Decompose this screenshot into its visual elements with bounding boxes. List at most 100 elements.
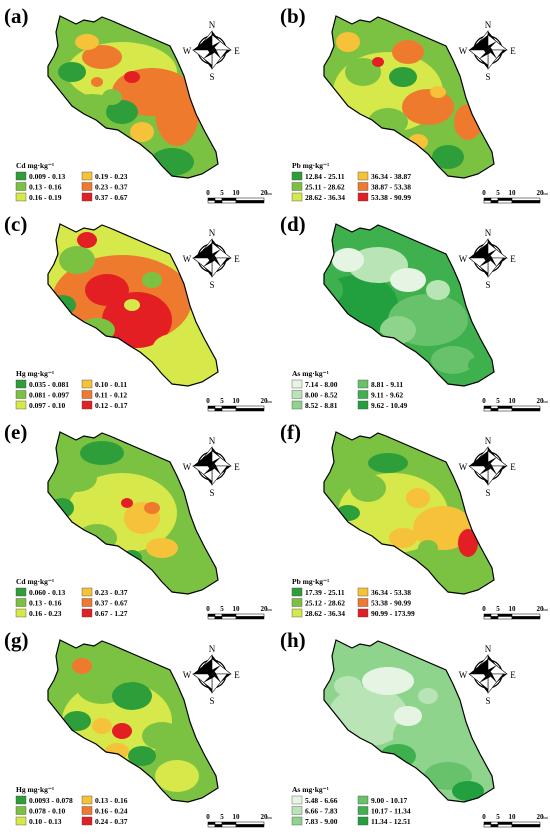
concentration-zone xyxy=(121,498,133,508)
concentration-zone xyxy=(48,295,76,315)
map-panel-b: N S E W Pb mg·kg⁻¹ 12.84 - 25.11 25.11 - 28.62… xyxy=(278,2,548,206)
compass-label-w: W xyxy=(183,46,192,56)
legend-swatch xyxy=(357,608,369,618)
legend-range: 0.67 - 1.27 xyxy=(95,609,128,618)
scale-label: 10 xyxy=(233,189,241,197)
compass-label-e: E xyxy=(510,254,516,264)
scale-bar: 0 5 10 20 km xyxy=(482,189,548,204)
legend-swatch xyxy=(15,171,27,181)
compass-label-w: W xyxy=(459,254,468,264)
legend-range: 11.34 - 12.51 xyxy=(371,817,411,826)
scale-label: 0 xyxy=(482,605,486,613)
legend-item: 0.081 - 0.097 xyxy=(15,390,69,400)
legend-item: 0.16 - 0.19 xyxy=(15,192,62,202)
legend-range: 0.13 - 0.16 xyxy=(29,599,62,608)
concentration-zone xyxy=(413,506,473,550)
compass-rose-icon: N S E W xyxy=(459,228,517,290)
scale-bar: 0 5 10 20 km xyxy=(482,813,548,828)
compass-label-s: S xyxy=(209,696,214,706)
legend-swatch xyxy=(357,182,369,191)
scale-label: 10 xyxy=(509,189,517,197)
legend-item: 0.13 - 0.16 xyxy=(15,182,62,192)
legend-swatch xyxy=(15,400,27,410)
legend-range: 25.12 - 28.62 xyxy=(305,599,345,608)
scale-bar: 0 5 10 20 km xyxy=(206,813,272,828)
concentration-zone xyxy=(122,550,142,566)
legend-range: 9.11 - 9.62 xyxy=(371,391,403,400)
panel-label: (f) xyxy=(280,420,301,444)
concentration-zone xyxy=(130,122,154,142)
legend-swatch xyxy=(291,795,303,805)
legend-item: 90.99 - 173.99 xyxy=(357,608,415,618)
scale-label: 5 xyxy=(496,397,500,405)
scale-label: 10 xyxy=(233,813,241,821)
concentration-zone xyxy=(402,89,454,125)
compass-label-s: S xyxy=(209,280,214,290)
legend-range: 0.24 - 0.37 xyxy=(95,817,128,826)
legend-swatch xyxy=(81,806,93,815)
legend-item: 0.10 - 0.11 xyxy=(81,379,127,389)
concentration-zone xyxy=(112,682,152,710)
legend-swatch xyxy=(291,192,303,202)
legend-swatch xyxy=(81,587,93,597)
concentration-zone xyxy=(124,299,140,311)
concentration-zone xyxy=(392,40,424,64)
concentration-zone xyxy=(150,148,194,176)
legend-swatch xyxy=(81,598,93,607)
scale-unit: km xyxy=(543,815,548,820)
compass-rose-icon: N S E W xyxy=(183,228,241,290)
compass-label-w: W xyxy=(183,462,192,472)
region-boundary xyxy=(47,639,219,803)
concentration-zone xyxy=(92,718,112,734)
scale-label: 0 xyxy=(482,397,486,405)
concentration-zone xyxy=(372,57,384,67)
legend-range: 0.37 - 0.67 xyxy=(95,599,128,608)
legend-item: 0.10 - 0.13 xyxy=(15,816,62,826)
compass-label-w: W xyxy=(183,670,192,680)
legend-range: 28.62 - 36.34 xyxy=(305,609,345,618)
compass-label-n: N xyxy=(209,20,216,30)
scale-bar: 0 5 10 20 km xyxy=(206,189,272,204)
legend-swatch xyxy=(15,598,27,607)
legend-swatch xyxy=(81,171,93,181)
legend-range: 8.00 - 8.52 xyxy=(305,391,338,400)
legend-title: Pb mg·kg⁻¹ xyxy=(292,577,329,586)
legend-item: 25.11 - 28.62 xyxy=(291,182,345,192)
concentration-zone xyxy=(155,760,199,792)
legend-title: Cd mg·kg⁻¹ xyxy=(16,161,54,170)
scale-bar: 0 5 10 20 km xyxy=(206,605,272,620)
concentration-zone xyxy=(58,62,86,82)
legend-swatch xyxy=(291,806,303,815)
panel-label: (a) xyxy=(4,4,29,28)
map-panel-a: N S E W Cd mg·kg⁻¹ 0.009 - 0.13 0.13 - 0.16 0.1… xyxy=(2,2,272,206)
scale-label: 5 xyxy=(496,189,500,197)
legend-range: 6.66 - 7.83 xyxy=(305,807,338,816)
scale-label: 10 xyxy=(233,397,241,405)
concentration-zone xyxy=(146,538,178,558)
concentration-zone xyxy=(157,554,197,582)
legend: Cd mg·kg⁻¹ 0.009 - 0.13 0.13 - 0.160.16 - … xyxy=(15,161,128,202)
legend-swatch xyxy=(81,390,93,399)
legend-title: Cd mg·kg⁻¹ xyxy=(16,577,54,586)
legend-range: 9.62 - 10.49 xyxy=(371,401,407,410)
scale-label: 10 xyxy=(509,397,517,405)
scale-bar: 0 5 10 20 km xyxy=(482,605,548,620)
concentration-zone xyxy=(155,78,199,146)
legend-swatch xyxy=(291,608,303,618)
legend-range: 0.12 - 0.17 xyxy=(95,401,128,410)
legend-swatch xyxy=(81,379,93,389)
compass-label-e: E xyxy=(234,670,240,680)
legend-range: 38.87 - 53.38 xyxy=(371,183,411,192)
legend: Hg mg·kg⁻¹ 0.0093 - 0.078 0.078 - 0.100.10… xyxy=(15,785,128,826)
concentration-zone xyxy=(324,278,343,302)
compass-label-n: N xyxy=(209,644,216,654)
panel-label: (g) xyxy=(4,628,29,652)
concentration-zone xyxy=(350,474,386,502)
legend-range: 5.48 - 6.66 xyxy=(305,796,338,805)
legend-range: 25.11 - 28.62 xyxy=(305,183,345,192)
legend-item: 0.67 - 1.27 xyxy=(81,608,128,618)
compass-rose-icon: N S E W xyxy=(183,644,241,706)
scale-label: 0 xyxy=(482,189,486,197)
legend-swatch xyxy=(15,182,27,191)
concentration-zone xyxy=(440,556,476,580)
